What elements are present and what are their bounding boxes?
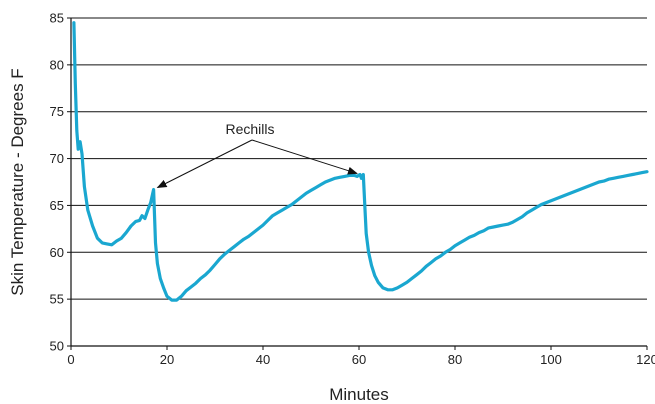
- annotation-arrow-0: [156, 139, 253, 188]
- annotation-layer: Rechills: [156, 121, 358, 188]
- x-tick-label-100: 100: [540, 352, 562, 367]
- grid-lines: [71, 17, 647, 300]
- y-tick-label-65: 65: [50, 198, 64, 213]
- x-tick-label-60: 60: [352, 352, 366, 367]
- y-axis-title: Skin Temperature - Degrees F: [8, 68, 27, 295]
- series-layer: [72, 21, 649, 302]
- annotation-arrow-1: [251, 139, 358, 175]
- annotation-label-rechills: Rechills: [225, 121, 274, 137]
- y-tick-label-85: 85: [50, 11, 64, 26]
- x-tick-label-40: 40: [256, 352, 270, 367]
- axes: [67, 17, 648, 350]
- y-tick-label-60: 60: [50, 245, 64, 260]
- y-tick-label-50: 50: [50, 339, 64, 354]
- series-line-0: [72, 21, 649, 302]
- tick-labels: 50 55 60 65 70 75 80 85 0 20 40 60 80 100 120: [50, 11, 655, 368]
- x-tick-label-20: 20: [160, 352, 174, 367]
- x-tick-label-0: 0: [67, 352, 74, 367]
- x-tick-label-80: 80: [448, 352, 462, 367]
- y-tick-label-75: 75: [50, 104, 64, 119]
- y-tick-label-80: 80: [50, 57, 64, 72]
- y-tick-label-55: 55: [50, 292, 64, 307]
- x-axis-title: Minutes: [329, 385, 389, 404]
- x-tick-label-120: 120: [636, 352, 655, 367]
- y-tick-label-70: 70: [50, 151, 64, 166]
